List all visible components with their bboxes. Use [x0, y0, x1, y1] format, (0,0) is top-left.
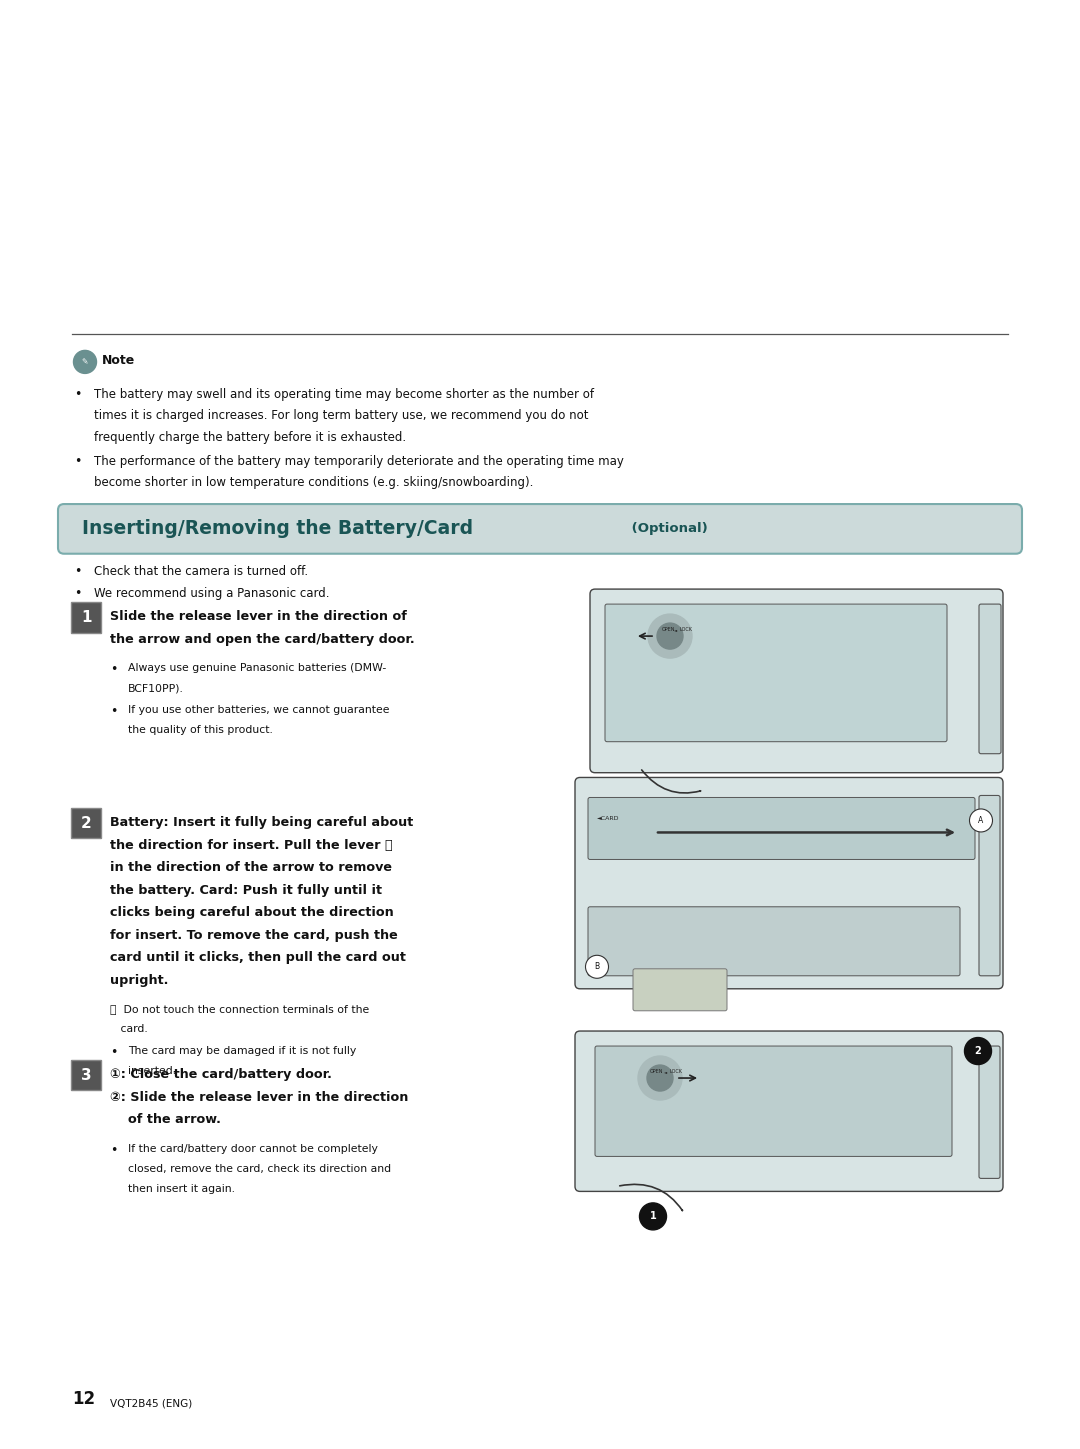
Text: the direction for insert. Pull the lever Ⓐ: the direction for insert. Pull the lever…	[110, 839, 393, 852]
Text: The battery may swell and its operating time may become shorter as the number of: The battery may swell and its operating …	[94, 388, 594, 401]
FancyBboxPatch shape	[605, 604, 947, 742]
Text: ①: Close the card/battery door.: ①: Close the card/battery door.	[110, 1068, 332, 1081]
Circle shape	[657, 623, 683, 649]
Circle shape	[648, 614, 692, 658]
FancyBboxPatch shape	[575, 1032, 1003, 1191]
FancyBboxPatch shape	[978, 604, 1001, 753]
Text: •: •	[110, 664, 118, 677]
Text: Battery: Insert it fully being careful about: Battery: Insert it fully being careful a…	[110, 816, 414, 829]
Text: 3: 3	[81, 1068, 92, 1082]
Text: upright.: upright.	[110, 974, 168, 987]
Text: •: •	[75, 455, 81, 468]
Text: in the direction of the arrow to remove: in the direction of the arrow to remove	[110, 861, 392, 874]
Circle shape	[73, 351, 96, 374]
Text: the quality of this product.: the quality of this product.	[129, 726, 273, 735]
Circle shape	[964, 1037, 991, 1065]
Text: ◄: ◄	[674, 627, 677, 632]
Text: (Optional): (Optional)	[627, 523, 707, 535]
Text: Note: Note	[102, 355, 135, 368]
Text: Inserting/Removing the Battery/Card: Inserting/Removing the Battery/Card	[82, 519, 473, 539]
Text: ◄: ◄	[664, 1069, 667, 1074]
FancyBboxPatch shape	[71, 1059, 102, 1091]
Circle shape	[970, 809, 993, 832]
Text: 2: 2	[974, 1046, 982, 1056]
Text: for insert. To remove the card, push the: for insert. To remove the card, push the	[110, 929, 397, 942]
Text: inserted.: inserted.	[129, 1066, 176, 1077]
Text: 12: 12	[72, 1391, 95, 1408]
FancyBboxPatch shape	[71, 807, 102, 839]
Circle shape	[585, 955, 608, 978]
Text: the battery. Card: Push it fully until it: the battery. Card: Push it fully until i…	[110, 884, 382, 897]
Text: •: •	[110, 1046, 118, 1059]
FancyBboxPatch shape	[978, 1046, 1000, 1178]
Text: clicks being careful about the direction: clicks being careful about the direction	[110, 906, 394, 919]
Text: times it is charged increases. For long term battery use, we recommend you do no: times it is charged increases. For long …	[94, 410, 589, 423]
Text: Ⓐ  Do not touch the connection terminals of the: Ⓐ Do not touch the connection terminals …	[110, 1004, 369, 1014]
Text: B: B	[594, 962, 599, 971]
Text: LOCK: LOCK	[670, 1069, 683, 1074]
Text: closed, remove the card, check its direction and: closed, remove the card, check its direc…	[129, 1164, 391, 1174]
Text: card until it clicks, then pull the card out: card until it clicks, then pull the card…	[110, 951, 406, 964]
Text: ②: Slide the release lever in the direction: ②: Slide the release lever in the direct…	[110, 1091, 408, 1104]
Text: 1: 1	[650, 1211, 657, 1222]
FancyBboxPatch shape	[595, 1046, 951, 1156]
Circle shape	[639, 1203, 666, 1230]
Text: The card may be damaged if it is not fully: The card may be damaged if it is not ful…	[129, 1046, 356, 1056]
Text: VQT2B45 (ENG): VQT2B45 (ENG)	[110, 1398, 192, 1408]
Circle shape	[647, 1065, 673, 1091]
Text: We recommend using a Panasonic card.: We recommend using a Panasonic card.	[94, 587, 329, 600]
FancyBboxPatch shape	[978, 796, 1000, 975]
Text: A: A	[978, 816, 984, 824]
Text: card.: card.	[110, 1024, 148, 1035]
FancyBboxPatch shape	[588, 797, 975, 859]
Text: OPEN: OPEN	[662, 627, 675, 632]
Text: BCF10PP).: BCF10PP).	[129, 684, 184, 693]
Text: •: •	[75, 587, 81, 600]
Circle shape	[638, 1056, 681, 1100]
FancyBboxPatch shape	[575, 778, 1003, 988]
Text: 1: 1	[81, 610, 92, 625]
FancyBboxPatch shape	[588, 907, 960, 975]
Text: ✎: ✎	[82, 358, 89, 367]
Text: Slide the release lever in the direction of: Slide the release lever in the direction…	[110, 610, 407, 623]
Text: ◄CARD: ◄CARD	[597, 816, 620, 822]
Text: •: •	[75, 565, 81, 578]
FancyArrowPatch shape	[620, 1184, 683, 1210]
Text: LOCK: LOCK	[680, 627, 693, 632]
Text: Always use genuine Panasonic batteries (DMW-: Always use genuine Panasonic batteries (…	[129, 664, 387, 674]
Text: OPEN: OPEN	[650, 1069, 663, 1074]
Text: 2: 2	[81, 816, 92, 830]
FancyArrowPatch shape	[642, 769, 701, 793]
FancyBboxPatch shape	[590, 590, 1003, 772]
Text: If the card/battery door cannot be completely: If the card/battery door cannot be compl…	[129, 1143, 378, 1153]
Text: Check that the camera is turned off.: Check that the camera is turned off.	[94, 565, 308, 578]
Text: •: •	[110, 706, 118, 719]
Text: •: •	[75, 388, 81, 401]
Text: The performance of the battery may temporarily deteriorate and the operating tim: The performance of the battery may tempo…	[94, 455, 624, 468]
FancyBboxPatch shape	[71, 601, 102, 633]
Text: If you use other batteries, we cannot guarantee: If you use other batteries, we cannot gu…	[129, 706, 390, 716]
FancyBboxPatch shape	[633, 969, 727, 1011]
Text: •: •	[110, 1143, 118, 1156]
FancyBboxPatch shape	[58, 504, 1022, 554]
Text: frequently charge the battery before it is exhausted.: frequently charge the battery before it …	[94, 430, 406, 443]
Text: become shorter in low temperature conditions (e.g. skiing/snowboarding).: become shorter in low temperature condit…	[94, 477, 534, 490]
Text: the arrow and open the card/battery door.: the arrow and open the card/battery door…	[110, 633, 415, 646]
Text: of the arrow.: of the arrow.	[110, 1113, 221, 1126]
Text: then insert it again.: then insert it again.	[129, 1184, 235, 1194]
